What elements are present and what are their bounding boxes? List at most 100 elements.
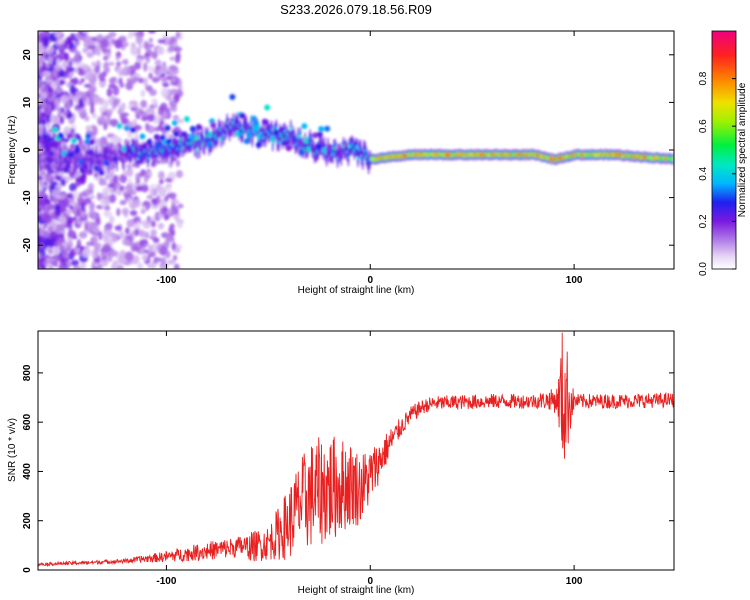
spectrogram-speckle: [65, 65, 71, 76]
spectrogram-ridge-core: [56, 164, 58, 168]
spectrogram-speckle: [171, 242, 177, 251]
spectrogram-speckle: [175, 170, 184, 179]
spectrogram-ridge-core: [660, 156, 663, 161]
spectrogram-ridge-core: [512, 152, 514, 156]
spectrogram-ridge-core: [536, 153, 538, 157]
spectrogram-ridge-core: [178, 146, 180, 151]
x-tick-label: 100: [566, 576, 583, 587]
x-tick-label: 100: [566, 275, 583, 286]
spectrogram-ridge-core: [582, 153, 585, 157]
spectrogram-ridge-core: [540, 155, 543, 159]
spectrogram-blob: [38, 134, 41, 141]
spectrogram-ridge-core: [365, 154, 368, 159]
spectrogram-speckle: [86, 125, 92, 131]
spectrogram-speckle: [177, 203, 184, 209]
spectrogram-speckle: [79, 216, 85, 222]
spectrogram-ridge-core: [216, 134, 219, 138]
spectrogram-ridge-core: [315, 151, 317, 155]
spectrogram-ridge-core: [489, 153, 491, 157]
spectrogram-ridge-core: [393, 154, 395, 158]
spectrogram-ridge-core: [294, 143, 297, 147]
spectrogram-ridge-core: [640, 155, 642, 160]
spectrogram-speckle: [165, 250, 171, 259]
spectrogram-ridge-core: [530, 152, 532, 156]
spectrogram-speckle: [119, 173, 128, 184]
spectrogram-speckle: [134, 125, 142, 131]
spectrogram-ridge-core: [150, 147, 153, 152]
spectrogram-ridge-core: [228, 130, 231, 134]
spectrogram-ridge-core: [177, 147, 179, 151]
spectrogram-ridge-core: [642, 154, 645, 159]
spectrogram-ridge-core: [401, 154, 404, 158]
spectrogram-ridge-core: [182, 146, 184, 150]
spectrogram-ridge-core: [254, 125, 256, 129]
spectrogram-ridge-core: [334, 146, 336, 150]
spectrogram-ridge-core: [539, 154, 542, 158]
spectrogram-speckle: [148, 244, 153, 253]
spectrogram-ridge-core: [296, 141, 298, 145]
spectrogram-ridge-core: [504, 152, 507, 157]
spectrogram-ridge-core: [593, 153, 596, 157]
spectrogram-speckle: [177, 220, 183, 229]
spectrogram-ridge-core: [261, 131, 263, 135]
spectrogram-ridge-core: [353, 149, 356, 153]
spectrogram-blob: [51, 126, 58, 133]
spectrogram-ridge-core: [180, 138, 183, 142]
spectrogram-blob: [189, 125, 196, 132]
spectrogram-speckle: [148, 251, 156, 258]
spectrogram-ridge-core: [250, 123, 252, 127]
colorbar-tick-label: 0.4: [698, 166, 709, 180]
spectrogram-ridge-core: [138, 151, 141, 156]
spectrogram-speckle: [88, 97, 93, 106]
spectrogram-ridge-core: [74, 164, 76, 168]
spectrogram-ridge-core: [120, 152, 123, 156]
spectrogram-speckle: [130, 241, 135, 247]
spectrogram-ridge-core: [429, 152, 431, 156]
spectrogram-ridge-core: [659, 157, 662, 161]
spectrogram-speckle: [46, 257, 55, 263]
spectrogram-ridge-core: [264, 136, 267, 140]
spectrogram-ridge-core: [525, 152, 527, 156]
spectrogram-speckle: [127, 177, 133, 186]
spectrogram-speckle: [76, 238, 82, 249]
spectrogram-ridge-core: [87, 158, 89, 162]
spectrogram-ridge-core: [218, 126, 220, 130]
spectrogram-ridge-core: [222, 134, 225, 138]
spectrogram-speckle: [99, 136, 108, 146]
spectrogram-speckle: [105, 230, 113, 237]
spectrogram-speckle: [156, 46, 165, 56]
spectrogram-ridge-core: [444, 153, 447, 157]
spectrogram-ridge-core: [478, 152, 480, 157]
spectrogram-ridge-core: [459, 152, 461, 157]
spectrogram-speckle: [147, 65, 155, 73]
spectrogram-ridge-core: [454, 152, 456, 157]
spectrogram-ridge-core: [141, 153, 143, 157]
spectrogram-ridge-core: [509, 153, 512, 157]
spectrogram-speckle: [128, 31, 134, 37]
spectrogram-speckle: [110, 118, 119, 127]
spectrogram-ridge-core: [46, 157, 48, 161]
spectrogram-speckle: [143, 40, 150, 50]
spectrogram-ridge-core: [350, 144, 352, 149]
spectrogram-ridge-core: [360, 154, 363, 158]
spectrogram-ridge-core: [320, 144, 322, 148]
spectrogram-ridge-core: [137, 157, 140, 161]
spectrogram-speckle: [91, 248, 99, 259]
spectrogram-speckle: [68, 41, 75, 50]
spectrogram-speckle: [157, 214, 166, 219]
spectrogram-speckle: [148, 31, 157, 34]
spectrogram-speckle: [58, 223, 66, 231]
spectrogram-ridge-core: [537, 153, 539, 157]
spectrogram-speckle: [134, 228, 140, 237]
spectrogram-ridge-core: [132, 147, 135, 151]
spectrogram-ridge-core: [143, 150, 146, 154]
spectrogram-ridge-core: [633, 155, 635, 159]
spectrogram-ridge-core: [494, 152, 496, 156]
spectrogram-ridge-core: [396, 154, 399, 158]
spectrogram-ridge-core: [276, 140, 279, 144]
spectrogram-speckle: [159, 187, 167, 197]
spectrogram-speckle: [80, 77, 85, 83]
spectrogram-ridge-core: [99, 160, 101, 164]
spectrogram-ridge-core: [570, 154, 573, 158]
spectrogram-ridge-core: [452, 153, 454, 157]
